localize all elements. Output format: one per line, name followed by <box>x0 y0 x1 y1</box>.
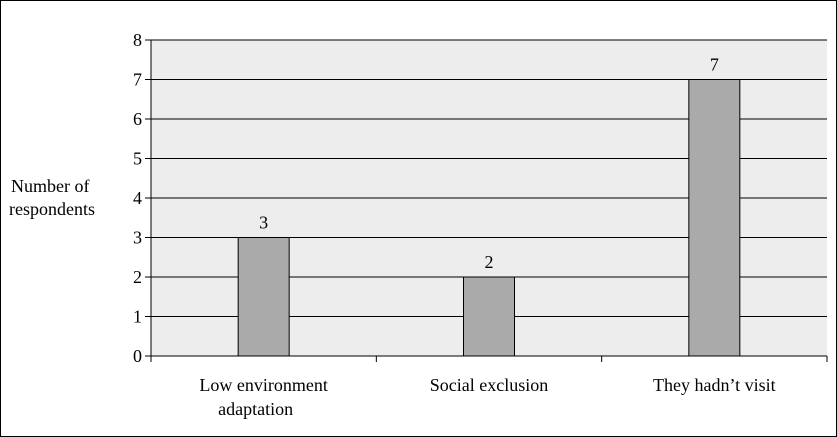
y-tick-label: 1 <box>133 307 142 327</box>
bar <box>237 237 290 357</box>
data-label: 7 <box>710 55 719 75</box>
bar <box>463 276 515 357</box>
y-tick-label: 5 <box>133 149 142 169</box>
x-category-label: Low environment adaptation <box>199 375 327 419</box>
y-tick-label: 3 <box>133 228 142 248</box>
bars <box>237 79 741 357</box>
x-category-label-line: adaptation <box>218 399 293 419</box>
y-axis-title: Number of respondents <box>9 176 95 219</box>
x-category-label-line: Social exclusion <box>430 375 548 395</box>
y-axis-title-line-1: Number of <box>11 176 89 196</box>
x-category-labels: Low environment adaptation Social exclusio… <box>199 375 775 419</box>
x-category-label-line: They hadn’t visit <box>653 375 776 395</box>
x-category-label-line: Low environment <box>199 375 327 395</box>
x-category-label: Social exclusion <box>430 375 548 395</box>
data-labels: 3 2 7 <box>259 55 719 273</box>
y-tick-label: 2 <box>133 267 142 287</box>
x-category-label: They hadn’t visit <box>653 375 776 395</box>
bar <box>688 79 741 357</box>
y-tick-label: 4 <box>133 188 142 208</box>
y-tick-label: 0 <box>133 346 142 366</box>
y-tick-label: 7 <box>133 70 142 90</box>
y-tick-labels: 0 1 2 3 4 5 6 7 8 <box>133 30 142 366</box>
axes <box>145 39 828 362</box>
y-tick-label: 8 <box>133 30 142 50</box>
y-axis-title-line-2: respondents <box>9 199 95 219</box>
y-tick-label: 6 <box>133 109 142 129</box>
data-label: 3 <box>259 213 268 233</box>
data-label: 2 <box>485 252 494 272</box>
